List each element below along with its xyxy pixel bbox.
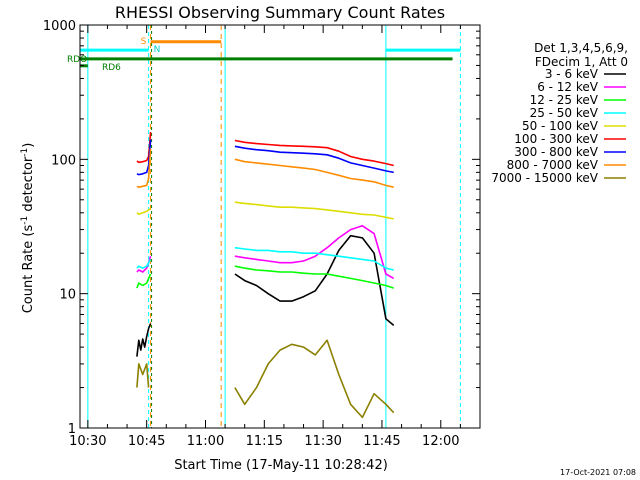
legend-entry-label: 3 - 6 keV: [545, 67, 599, 81]
series-line: [136, 139, 152, 176]
series-line: [136, 207, 152, 216]
x-tick-label: 11:00: [187, 434, 224, 449]
series-2: [136, 265, 394, 289]
y-axis-label: Count Rate (s-1 detector-1): [20, 143, 36, 314]
series-line: [234, 339, 395, 419]
series-line: [136, 363, 150, 388]
rd0-label: RDO: [67, 55, 87, 65]
attenuator-label-n: N: [154, 45, 161, 55]
x-tick-label: 11:30: [304, 434, 341, 449]
series-line: [234, 158, 394, 188]
x-tick-label: 10:30: [69, 434, 106, 449]
legend-header-1: Det 1,3,4,5,6,9,: [534, 41, 628, 55]
svg-text:Count Rate (s-1 detector-1): Count Rate (s-1 detector-1): [20, 143, 36, 314]
attenuator-label-s: S: [141, 37, 147, 47]
legend-entry-label: 25 - 50 keV: [530, 106, 599, 120]
series-line: [234, 201, 394, 220]
chart-title: RHESSI Observing Summary Count Rates: [115, 3, 445, 22]
series-line: [234, 225, 395, 280]
x-tick-label: 12:00: [422, 434, 459, 449]
x-tick-label: 11:45: [363, 434, 400, 449]
rd6-label: RD6: [102, 63, 121, 73]
series-8: [136, 339, 395, 419]
x-axis-label: Start Time (17-May-11 10:28:42): [174, 458, 388, 473]
axes-frame: [79, 24, 481, 429]
series-line: [234, 145, 394, 174]
series-line: [234, 234, 395, 327]
series-line: [136, 323, 152, 357]
series-line: [136, 273, 152, 289]
legend-entry-label: 100 - 300 keV: [514, 132, 598, 146]
series-line: [234, 246, 394, 271]
series-6: [136, 139, 394, 176]
legend-entry-label: 50 - 100 keV: [522, 119, 599, 133]
legend-entry-label: 7000 - 15000 keV: [491, 171, 598, 185]
series-line: [136, 258, 152, 269]
series-line: [136, 148, 152, 188]
y-tick-label: 1: [68, 422, 76, 437]
series-line: [234, 265, 394, 289]
series-0: [136, 234, 395, 357]
legend-entry-label: 6 - 12 keV: [537, 80, 599, 94]
series-4: [136, 201, 394, 220]
series-3: [136, 246, 394, 271]
x-tick-label: 11:15: [246, 434, 283, 449]
legend-header-2: FDecim 1, Att 0: [535, 55, 628, 69]
chart-legend: Det 1,3,4,5,6,9, FDecim 1, Att 0 3 - 6 k…: [491, 41, 628, 185]
legend-entry-label: 12 - 25 keV: [530, 93, 599, 107]
y-tick-label: 1000: [43, 19, 76, 34]
y-tick-label: 100: [51, 153, 76, 168]
legend-entry-label: 300 - 800 keV: [514, 145, 598, 159]
series-line: [234, 139, 394, 167]
series-7: [136, 148, 394, 188]
legend-entry-label: 800 - 7000 keV: [507, 158, 599, 172]
y-tick-label: 10: [59, 288, 76, 303]
footer-date: 17-Oct-2021 07:08: [560, 468, 636, 477]
plot-area: SN RDO RD6 1 10 100 1000 10:30 10:45 11:00 11:15 11…: [43, 19, 481, 449]
x-tick-label: 10:45: [128, 434, 165, 449]
